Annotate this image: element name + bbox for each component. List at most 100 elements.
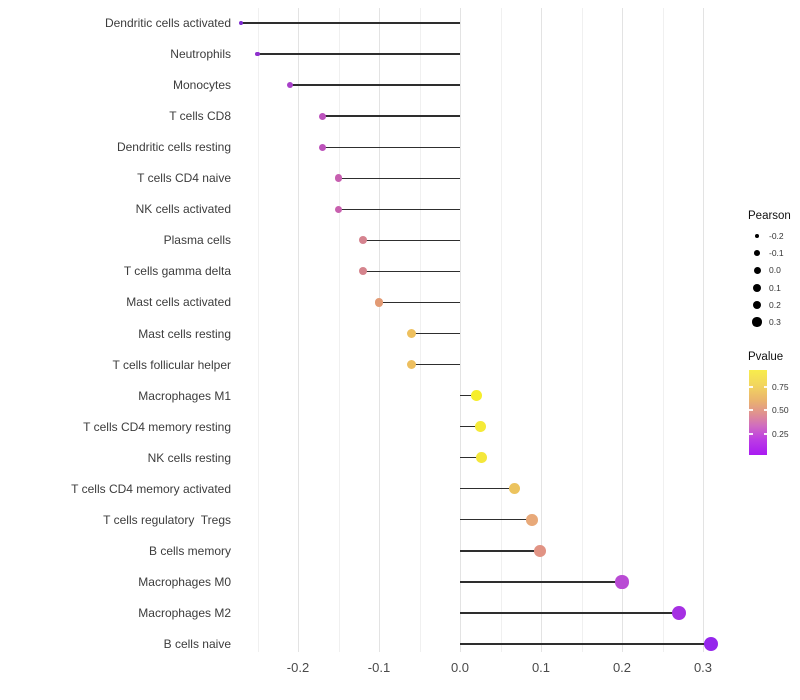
- category-label: Macrophages M1: [138, 388, 231, 403]
- plot-panel: [218, 8, 735, 652]
- colorbar-tick-mark: [763, 433, 767, 435]
- size-legend-dot: [752, 300, 762, 310]
- data-point-dot: [374, 298, 384, 307]
- stem-line: [460, 581, 622, 583]
- size-legend-label: -0.2: [769, 231, 784, 241]
- stem-line: [460, 643, 712, 645]
- major-gridline: [541, 8, 542, 652]
- minor-gridline: [662, 8, 664, 652]
- stem-line: [460, 612, 679, 614]
- category-label: Plasma cells: [163, 233, 231, 248]
- category-label: T cells follicular helper: [112, 357, 232, 372]
- category-label: Macrophages M2: [138, 605, 231, 620]
- stem-line: [362, 270, 460, 273]
- category-label: Dendritic cells resting: [116, 140, 231, 155]
- stem-line: [322, 146, 460, 148]
- minor-gridline: [500, 8, 502, 652]
- size-legend-title: Pearson: [748, 210, 791, 222]
- category-label: T cells CD4 memory activated: [71, 481, 231, 496]
- stem-line: [460, 457, 482, 459]
- minor-gridline: [338, 8, 340, 652]
- stem-line: [460, 425, 481, 428]
- major-gridline: [622, 8, 623, 652]
- minor-gridline: [581, 8, 583, 652]
- category-label: NK cells resting: [147, 450, 231, 465]
- major-gridline: [703, 8, 704, 652]
- category-label: Macrophages M0: [138, 574, 231, 589]
- category-label: T cells CD4 naive: [137, 171, 231, 186]
- size-legend-dot: [754, 250, 760, 257]
- data-point-dot: [334, 205, 343, 214]
- data-point-dot: [534, 544, 547, 557]
- stem-line: [411, 332, 460, 335]
- category-label: Neutrophils: [170, 47, 231, 62]
- colorbar-tick-mark: [763, 386, 767, 388]
- colorbar-label: 0.50: [772, 405, 789, 415]
- size-legend-label: 0.1: [769, 282, 781, 293]
- data-point-dot: [470, 390, 482, 401]
- size-legend-label: -0.1: [769, 248, 784, 259]
- stem-line: [411, 363, 460, 366]
- x-tick-label: -0.2: [286, 660, 310, 675]
- stem-line: [338, 177, 460, 179]
- colorbar-tick-mark: [749, 386, 753, 388]
- size-legend-label: 0.3: [769, 317, 781, 327]
- size-legend-label: 0.2: [769, 299, 781, 310]
- category-label: T cells gamma delta: [123, 264, 231, 279]
- stem-line: [322, 115, 460, 117]
- pvalue-colorbar: [749, 370, 767, 455]
- major-gridline: [298, 8, 299, 652]
- category-label: NK cells activated: [135, 202, 231, 217]
- data-point-dot: [703, 636, 719, 652]
- x-tick-label: 0.0: [450, 660, 470, 675]
- data-point-dot: [406, 328, 417, 339]
- category-label: T cells CD4 memory resting: [83, 419, 231, 434]
- category-label: B cells naive: [163, 637, 231, 651]
- stem-line: [338, 208, 460, 210]
- size-legend-dot: [753, 283, 761, 292]
- minor-gridline: [257, 8, 259, 652]
- data-point-dot: [239, 21, 244, 25]
- colorbar-tick-mark: [749, 433, 753, 435]
- data-point-dot: [334, 174, 343, 182]
- major-gridline: [379, 8, 380, 652]
- stem-line: [460, 394, 477, 397]
- category-label: Dendritic cells activated: [104, 16, 231, 30]
- stem-line: [362, 239, 460, 242]
- data-point-dot: [615, 575, 629, 589]
- legend: Pearson -0.2 -0.1 0.0 0.1 0.2 0.3 Pvalue 0.75…: [742, 0, 800, 700]
- data-point-dot: [671, 605, 686, 620]
- size-legend-label: 0.0: [769, 265, 781, 276]
- stem-line: [460, 488, 515, 490]
- minor-gridline: [419, 8, 421, 652]
- category-label: Mast cells resting: [138, 326, 231, 341]
- major-gridline: [460, 8, 461, 652]
- data-point-dot: [255, 51, 260, 57]
- colorbar-tick-mark: [763, 409, 767, 411]
- colorbar-label: 0.75: [772, 382, 789, 392]
- colorbar-label: 0.25: [772, 429, 789, 439]
- data-point-dot: [508, 483, 520, 495]
- category-label: T cells regulatory Tregs: [103, 512, 231, 527]
- category-label: Mast cells activated: [126, 295, 231, 310]
- color-legend-title: Pvalue: [748, 351, 784, 363]
- category-label: B cells memory: [148, 543, 231, 558]
- data-point-dot: [286, 82, 293, 89]
- category-label: T cells CD8: [169, 109, 231, 124]
- data-point-dot: [476, 452, 488, 464]
- category-label: Monocytes: [172, 78, 231, 93]
- data-point-dot: [318, 112, 326, 120]
- data-point-dot: [318, 143, 326, 151]
- stem-line: [460, 519, 533, 521]
- stem-line: [257, 53, 460, 55]
- data-point-dot: [358, 267, 367, 276]
- size-legend-dot: [752, 317, 762, 327]
- x-tick-label: 0.1: [531, 660, 551, 675]
- size-legend-dot: [754, 233, 760, 239]
- stem-line: [241, 22, 460, 24]
- data-point-dot: [406, 359, 417, 370]
- data-point-dot: [358, 236, 367, 245]
- x-tick-label: -0.1: [367, 660, 391, 675]
- size-legend-dot: [753, 266, 761, 274]
- stem-line: [460, 550, 541, 552]
